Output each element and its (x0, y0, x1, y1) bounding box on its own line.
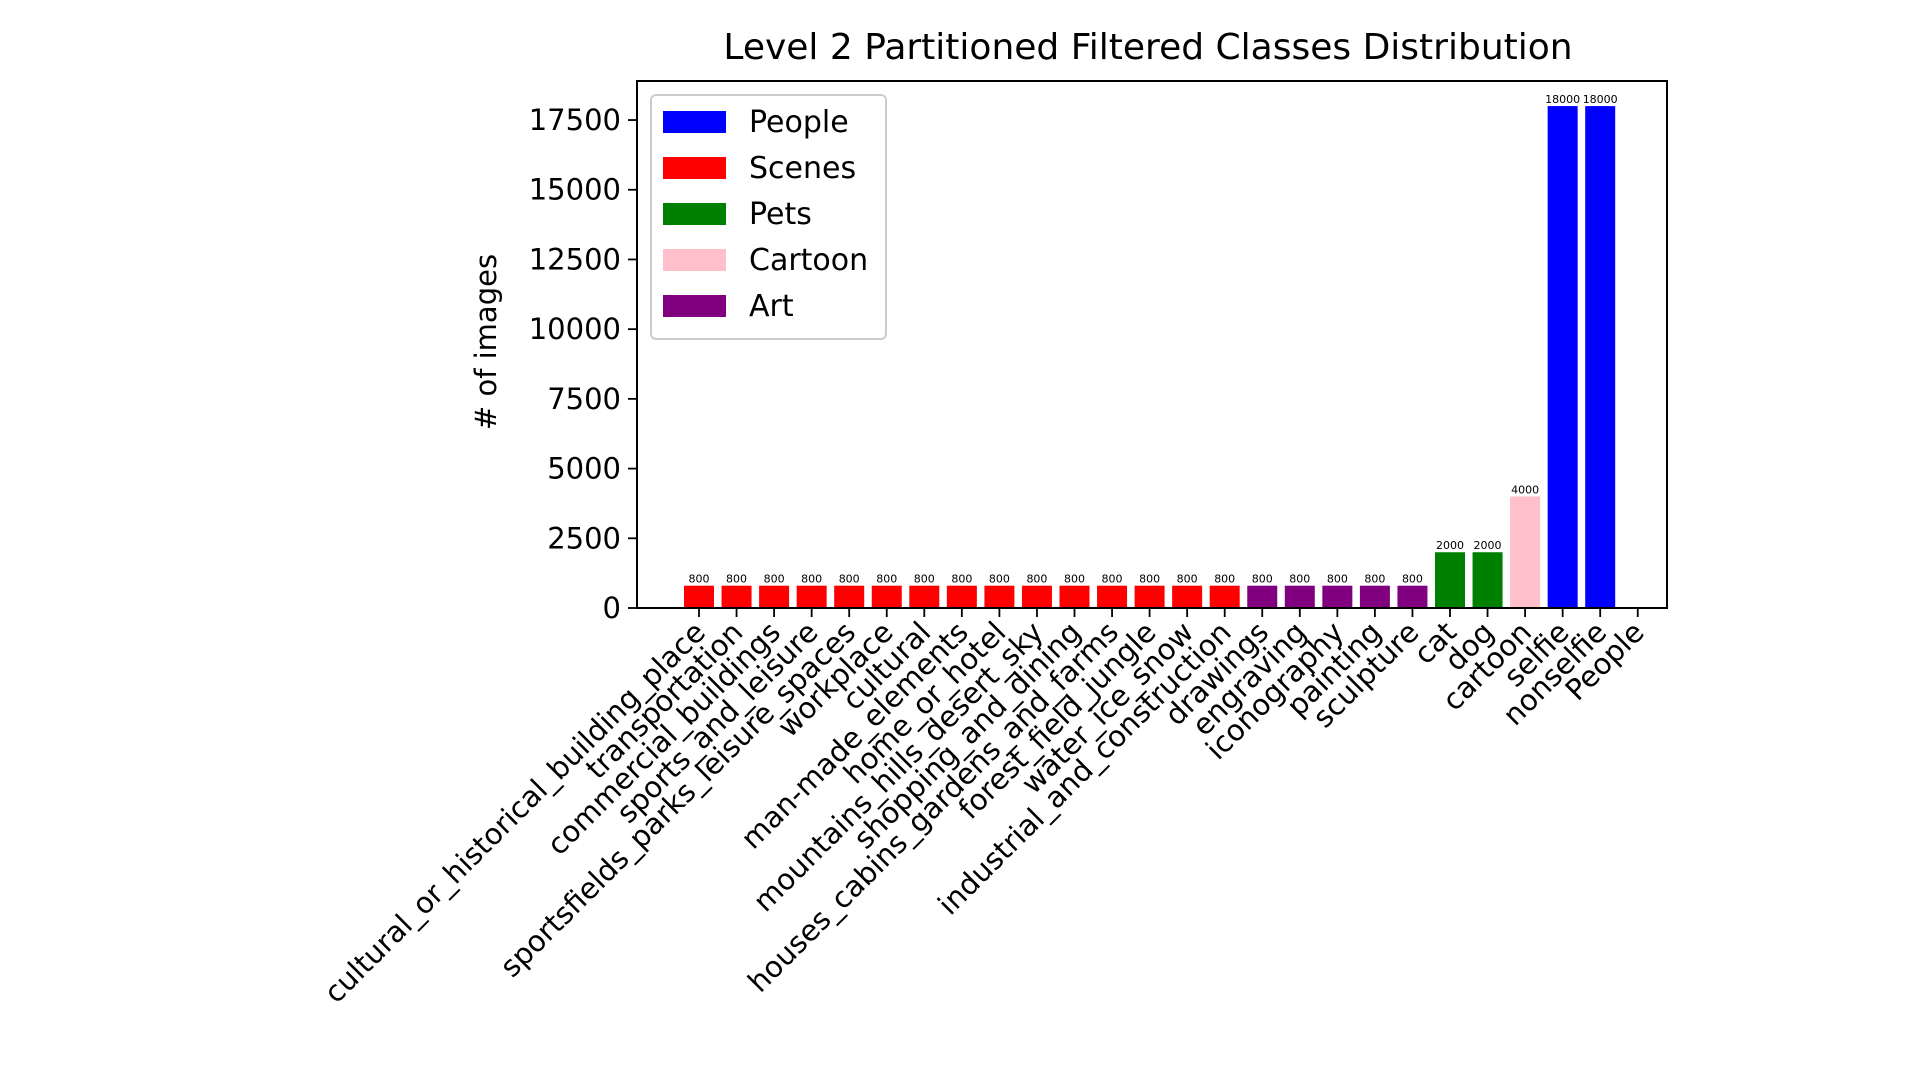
chart-title: Level 2 Partitioned Filtered Classes Dis… (723, 27, 1572, 68)
value-label-painting: 800 (1364, 573, 1385, 586)
y-tick-label-17500: 17500 (529, 103, 621, 137)
value-label-water_ice_snow: 800 (1177, 573, 1198, 586)
bar-sportsfields_parks_leisure_spaces (834, 585, 865, 608)
bar-engraving (1284, 585, 1315, 608)
bar-transportation (721, 585, 752, 608)
value-label-home_or_hotel: 800 (989, 573, 1010, 586)
bar-industrial_and_construction (1209, 585, 1240, 608)
value-label-cultural_or_historical_building_place: 800 (689, 573, 710, 586)
y-tick-label-10000: 10000 (529, 312, 621, 346)
bar-mountains_hills_desert_sky (1021, 585, 1052, 608)
x-axis: cultural_or_historical_building_placetra… (317, 608, 1651, 1010)
legend-label-scenes: Scenes (749, 151, 856, 186)
bar-iconography (1322, 585, 1353, 608)
plot-frame (636, 80, 1668, 609)
legend-swatch-scenes (663, 157, 726, 179)
legend-label-pets: Pets (749, 197, 812, 232)
bar-houses_cabins_gardens_and_farms (1097, 585, 1128, 608)
value-label-cultural: 800 (914, 573, 935, 586)
legend-label-cartoon: Cartoon (749, 243, 868, 278)
legend-swatch-people (663, 111, 726, 133)
value-label-man-made_elements: 800 (951, 573, 972, 586)
value-label-cartoon: 4000 (1511, 483, 1539, 496)
bar-painting (1359, 585, 1390, 608)
bar-nonselfie (1585, 106, 1616, 608)
y-tick-label-2500: 2500 (547, 521, 621, 555)
value-label-commercial_buildings: 800 (764, 573, 785, 586)
value-label-transportation: 800 (726, 573, 747, 586)
bar-workplace (871, 585, 902, 608)
y-tick-label-7500: 7500 (547, 382, 621, 416)
bar-man-made_elements (946, 585, 977, 608)
bar-selfie (1547, 106, 1578, 608)
bar-cultural (909, 585, 940, 608)
bar-sports_and_leisure (796, 585, 827, 608)
legend: People Scenes Pets Cartoon Art (650, 94, 887, 340)
y-tick-label-15000: 15000 (529, 173, 621, 207)
value-labels-layer: 800 800 800 800 800 800 800 800 800 800 800 800 800 8… (689, 93, 1618, 586)
value-label-selfie: 18000 (1545, 93, 1580, 106)
bar-dog (1472, 552, 1503, 608)
y-axis: 0 2500 5000 7500 10000 12500 15000 17500 (529, 103, 637, 625)
value-label-drawings: 800 (1252, 573, 1273, 586)
bar-cat (1435, 552, 1465, 608)
value-label-industrial_and_construction: 800 (1214, 573, 1235, 586)
value-label-houses_cabins_gardens_and_farms: 800 (1102, 573, 1123, 586)
y-axis-label: # of images (469, 254, 503, 430)
legend-swatch-art (663, 295, 726, 317)
bar-cultural_or_historical_building_place (684, 585, 714, 608)
bars-layer (684, 106, 1616, 608)
legend-swatch-cartoon (663, 249, 726, 271)
y-tick-label-5000: 5000 (547, 452, 621, 486)
legend-label-art: Art (749, 289, 794, 324)
bar-drawings (1247, 585, 1278, 608)
bar-home_or_hotel (984, 585, 1015, 608)
value-label-iconography: 800 (1327, 573, 1348, 586)
legend-label-people: People (749, 105, 849, 140)
bar-water_ice_snow (1172, 585, 1203, 608)
value-label-sportsfields_parks_leisure_spaces: 800 (839, 573, 860, 586)
y-tick-label-12500: 12500 (529, 242, 621, 276)
legend-swatch-pets (663, 203, 726, 225)
bar-cartoon (1510, 496, 1541, 608)
bar-forest_field_jungle (1134, 585, 1165, 608)
value-label-engraving: 800 (1289, 573, 1310, 586)
value-label-nonselfie: 18000 (1583, 93, 1618, 106)
value-label-mountains_hills_desert_sky: 800 (1026, 573, 1047, 586)
value-label-forest_field_jungle: 800 (1139, 573, 1160, 586)
bar-commercial_buildings (759, 585, 790, 608)
value-label-workplace: 800 (876, 573, 897, 586)
value-label-dog: 2000 (1474, 539, 1502, 552)
value-label-sculpture: 800 (1402, 573, 1423, 586)
value-label-cat: 2000 (1436, 539, 1464, 552)
bar-shopping_and_dining (1059, 585, 1090, 608)
bar-sculpture (1397, 585, 1428, 608)
value-label-sports_and_leisure: 800 (801, 573, 822, 586)
y-tick-label-0: 0 (603, 591, 621, 625)
value-label-shopping_and_dining: 800 (1064, 573, 1085, 586)
legend-frame (650, 94, 887, 340)
